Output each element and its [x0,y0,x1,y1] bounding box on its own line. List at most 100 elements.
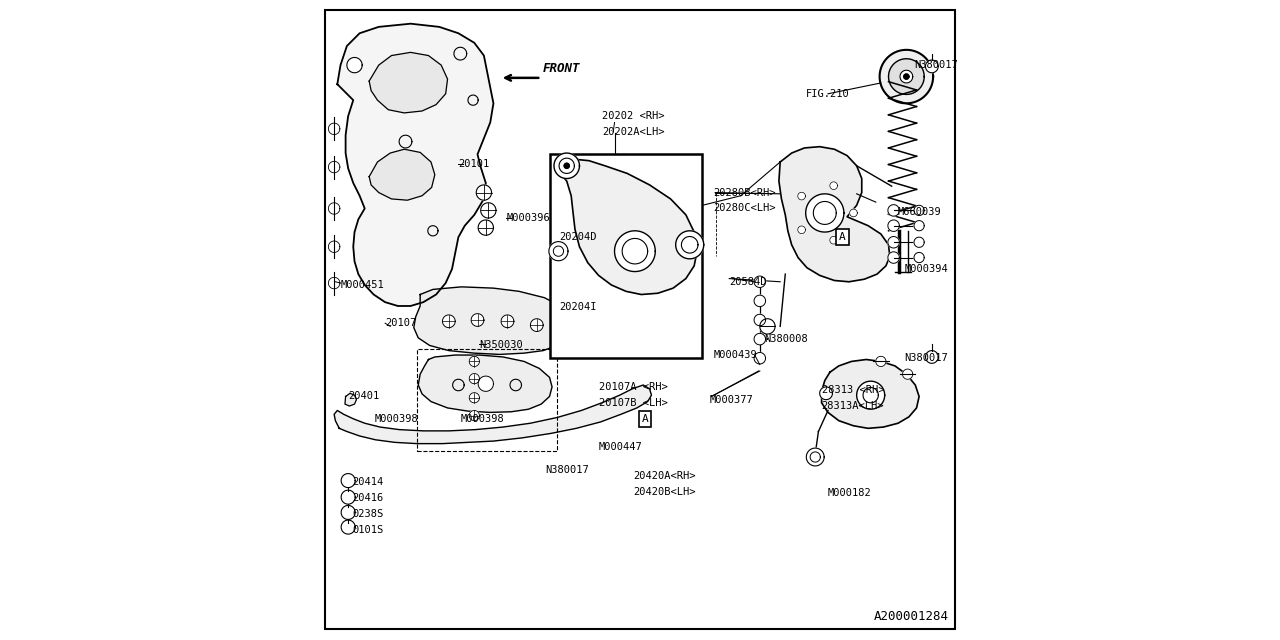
Polygon shape [419,355,552,412]
Text: 28313 <RH>: 28313 <RH> [822,385,884,395]
Polygon shape [500,315,513,328]
Polygon shape [754,276,765,287]
Polygon shape [806,448,824,466]
Polygon shape [413,287,571,355]
Text: M000439: M000439 [713,350,756,360]
Text: 20414: 20414 [352,477,383,488]
Polygon shape [754,333,765,345]
Polygon shape [329,123,340,134]
Polygon shape [780,147,890,282]
Polygon shape [481,203,495,218]
Polygon shape [342,520,355,534]
Text: 20584D: 20584D [730,276,767,287]
Text: N350030: N350030 [480,340,524,351]
Text: 0238S: 0238S [352,509,383,519]
Text: M000182: M000182 [828,488,872,499]
Polygon shape [676,231,704,259]
Polygon shape [822,360,919,428]
Polygon shape [805,194,844,232]
Text: M000451: M000451 [340,280,384,290]
Polygon shape [888,252,900,263]
Polygon shape [914,252,924,262]
Polygon shape [530,319,543,332]
Polygon shape [342,474,355,488]
Polygon shape [369,149,435,200]
Text: 20202 <RH>: 20202 <RH> [602,111,664,121]
Polygon shape [479,220,493,236]
Text: 20280B<RH>: 20280B<RH> [713,188,776,198]
Text: M000398: M000398 [461,414,504,424]
Polygon shape [754,314,765,326]
Polygon shape [614,231,655,271]
Polygon shape [554,153,580,179]
Text: 20420B<LH>: 20420B<LH> [634,487,696,497]
Text: M000447: M000447 [599,442,643,452]
Bar [417,349,557,451]
Text: N380017: N380017 [905,353,948,364]
Polygon shape [760,319,776,334]
Polygon shape [876,356,886,367]
Text: M000396: M000396 [506,213,550,223]
Text: N380017: N380017 [545,465,590,475]
Polygon shape [797,192,805,200]
Polygon shape [914,205,924,216]
Polygon shape [369,52,448,113]
Polygon shape [329,203,340,214]
Polygon shape [888,205,900,216]
Polygon shape [904,74,909,79]
Polygon shape [754,353,765,364]
Text: 28313A<LH>: 28313A<LH> [822,401,884,411]
Text: 20107A <RH>: 20107A <RH> [599,382,667,392]
Polygon shape [856,381,884,409]
Text: 20420A<RH>: 20420A<RH> [634,471,696,481]
Polygon shape [329,241,340,252]
Text: 20416: 20416 [352,493,383,504]
Text: 20107: 20107 [385,318,416,328]
Polygon shape [829,236,837,244]
Polygon shape [443,315,456,328]
Polygon shape [471,314,484,326]
Text: 0101S: 0101S [352,525,383,535]
Polygon shape [925,60,938,73]
Polygon shape [900,70,913,83]
Polygon shape [888,237,900,248]
Polygon shape [470,410,480,420]
Polygon shape [879,50,933,103]
Text: M660039: M660039 [899,207,942,217]
Bar [549,154,703,358]
Text: 20107B <LH>: 20107B <LH> [599,398,667,408]
Polygon shape [829,182,837,189]
Text: 20204D: 20204D [559,232,596,242]
Polygon shape [925,351,938,364]
Polygon shape [347,58,362,73]
Text: 20101: 20101 [458,159,490,169]
Text: A: A [840,232,846,242]
Polygon shape [797,226,805,234]
Polygon shape [558,159,698,294]
Polygon shape [479,376,493,392]
Polygon shape [338,24,493,306]
Text: N380017: N380017 [914,60,957,70]
Polygon shape [850,209,858,217]
Polygon shape [549,242,568,260]
Text: M000377: M000377 [710,395,754,404]
Polygon shape [754,295,765,307]
Polygon shape [819,387,832,399]
Polygon shape [470,374,480,384]
Polygon shape [564,163,570,168]
Polygon shape [914,221,924,231]
Polygon shape [346,394,356,406]
Text: A200001284: A200001284 [874,610,948,623]
Text: FRONT: FRONT [543,61,581,75]
Polygon shape [888,220,900,232]
Polygon shape [470,356,480,367]
Polygon shape [329,277,340,289]
Polygon shape [914,237,924,247]
Text: 20204I: 20204I [559,302,596,312]
Polygon shape [342,506,355,520]
Polygon shape [334,385,652,444]
Text: M000394: M000394 [905,264,948,274]
Text: N380008: N380008 [764,334,808,344]
Text: M000398: M000398 [375,414,419,424]
Text: A: A [641,414,649,424]
